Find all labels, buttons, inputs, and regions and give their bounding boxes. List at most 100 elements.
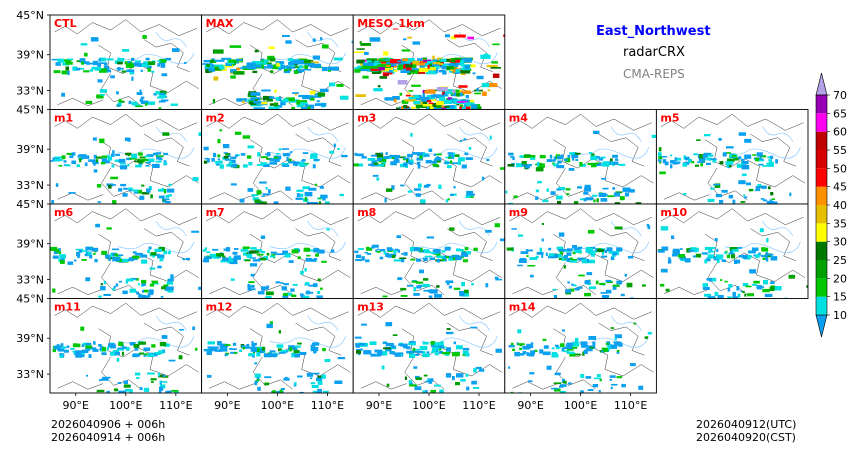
radar-echo: [275, 281, 280, 284]
radar-echo: [749, 269, 757, 274]
province-border: [357, 208, 501, 226]
radar-echo: [762, 199, 768, 202]
radar-echo: [66, 345, 70, 348]
radar-echo: [394, 248, 399, 252]
radar-echo: [116, 349, 125, 351]
radar-echo: [424, 63, 430, 67]
radar-echo: [277, 97, 282, 102]
radar-echo: [255, 98, 259, 101]
radar-echo: [116, 357, 120, 362]
radar-echo: [204, 247, 207, 251]
radar-echo: [605, 342, 609, 345]
radar-echo: [646, 223, 650, 227]
radar-echo: [607, 346, 610, 351]
radar-echo: [587, 162, 592, 165]
radar-echo: [152, 163, 160, 168]
radar-echo: [486, 158, 490, 162]
radar-echo: [415, 70, 419, 73]
radar-echo: [101, 352, 107, 356]
province-border: [101, 356, 142, 390]
radar-echo: [375, 152, 384, 157]
radar-echo: [452, 69, 456, 73]
x-tick-label: 100°E: [109, 399, 142, 412]
radar-echo: [672, 248, 680, 252]
radar-echo: [452, 65, 459, 67]
radar-echo: [206, 351, 212, 355]
radar-echo: [432, 55, 435, 61]
radar-echo: [118, 280, 123, 283]
x-tick-label: 110°E: [462, 399, 495, 412]
radar-echo: [437, 345, 444, 349]
radar-echo: [357, 353, 361, 356]
radar-echo: [129, 70, 135, 75]
radar-echo: [400, 287, 407, 291]
radar-echo: [464, 102, 475, 105]
radar-echo: [505, 190, 508, 194]
radar-echo: [481, 176, 485, 181]
radar-echo: [310, 97, 315, 101]
radar-echo: [674, 157, 677, 162]
radar-echo: [66, 152, 75, 155]
radar-echo: [413, 247, 421, 252]
radar-echo: [122, 258, 129, 263]
radar-echo: [207, 341, 215, 345]
radar-echo: [163, 152, 168, 156]
radar-echo: [275, 67, 282, 70]
radar-echo: [184, 62, 187, 64]
radar-echo: [225, 247, 231, 252]
radar-echo: [609, 161, 613, 166]
radar-echo: [413, 353, 420, 356]
radar-echo: [412, 347, 416, 352]
radar-echo: [455, 68, 460, 73]
radar-echo: [113, 388, 119, 392]
radar-echo: [588, 152, 593, 154]
radar-echo: [282, 250, 289, 255]
radar-echo: [129, 157, 137, 160]
radar-echo: [709, 277, 717, 282]
radar-echo: [706, 162, 711, 165]
radar-echo: [318, 197, 322, 200]
radar-echo: [718, 138, 722, 141]
radar-echo: [211, 158, 215, 162]
radar-echo: [265, 296, 272, 299]
radar-echo: [566, 348, 574, 351]
province-border: [252, 356, 293, 390]
radar-echo: [700, 163, 704, 167]
radar-echo: [383, 250, 386, 255]
radar-echo: [292, 283, 298, 286]
radar-echo: [55, 248, 59, 253]
radar-echo: [726, 254, 731, 259]
province-border: [143, 133, 190, 167]
radar-echo: [573, 201, 579, 204]
radar-echo: [401, 99, 409, 104]
radar-echo: [409, 382, 413, 385]
radar-echo: [494, 276, 499, 280]
radar-echo: [143, 387, 150, 392]
radar-echo: [416, 157, 424, 161]
radar-echo: [302, 68, 312, 71]
radar-echo: [121, 70, 126, 73]
radar-echo: [228, 59, 238, 63]
radar-echo: [166, 188, 175, 193]
province-border: [54, 302, 198, 320]
radar-echo: [455, 345, 463, 350]
radar-echo: [282, 295, 289, 299]
radar-echo: [86, 61, 90, 65]
radar-echo: [357, 163, 363, 167]
radar-echo: [356, 59, 365, 64]
radar-echo: [376, 251, 381, 253]
radar-echo: [110, 253, 113, 258]
colorbar-tick-label: 70: [833, 89, 847, 102]
radar-echo: [248, 353, 255, 356]
radar-echo: [436, 259, 440, 263]
radar-echo: [460, 99, 470, 103]
radar-echo: [584, 184, 591, 189]
radar-echo: [302, 95, 313, 100]
radar-echo: [560, 384, 567, 387]
radar-echo: [268, 46, 275, 49]
radar-echo: [760, 254, 766, 257]
radar-echo: [537, 180, 542, 184]
radar-echo: [726, 163, 732, 168]
radar-echo: [253, 100, 257, 104]
radar-echo: [397, 155, 401, 158]
